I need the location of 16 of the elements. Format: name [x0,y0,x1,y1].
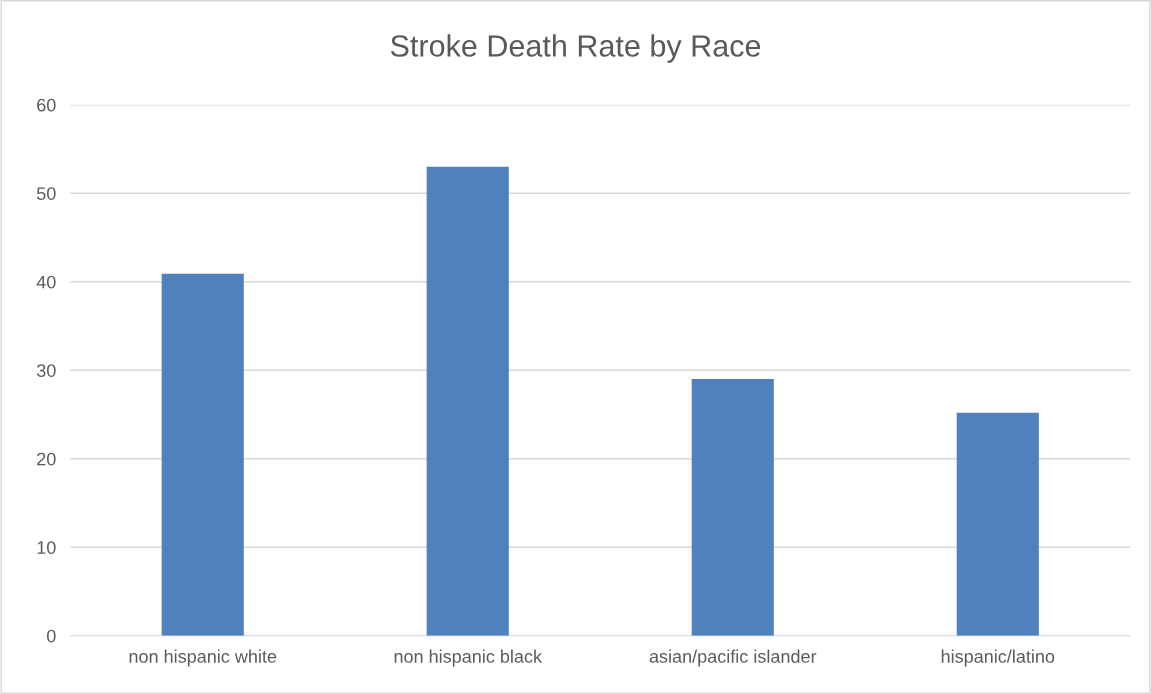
y-tick-label: 0 [46,629,56,643]
x-tick-label: hispanic/latino [941,649,1055,667]
bar [426,166,509,636]
bar [691,379,774,636]
x-tick-label: asian/pacific islander [649,649,817,667]
x-tick-label: non hispanic black [394,649,543,667]
y-tick-label: 10 [37,541,56,554]
bar [956,412,1039,636]
y-tick-label: 20 [37,452,56,466]
y-tick-label: 60 [37,98,56,112]
y-tick-label: 50 [36,187,56,200]
y-tick-label: 40 [36,275,56,289]
x-tick-label: non hispanic white [129,649,277,667]
chart-title: Stroke Death Rate by Race [390,34,761,63]
y-tick-label: 30 [36,364,56,377]
bar [161,273,244,636]
